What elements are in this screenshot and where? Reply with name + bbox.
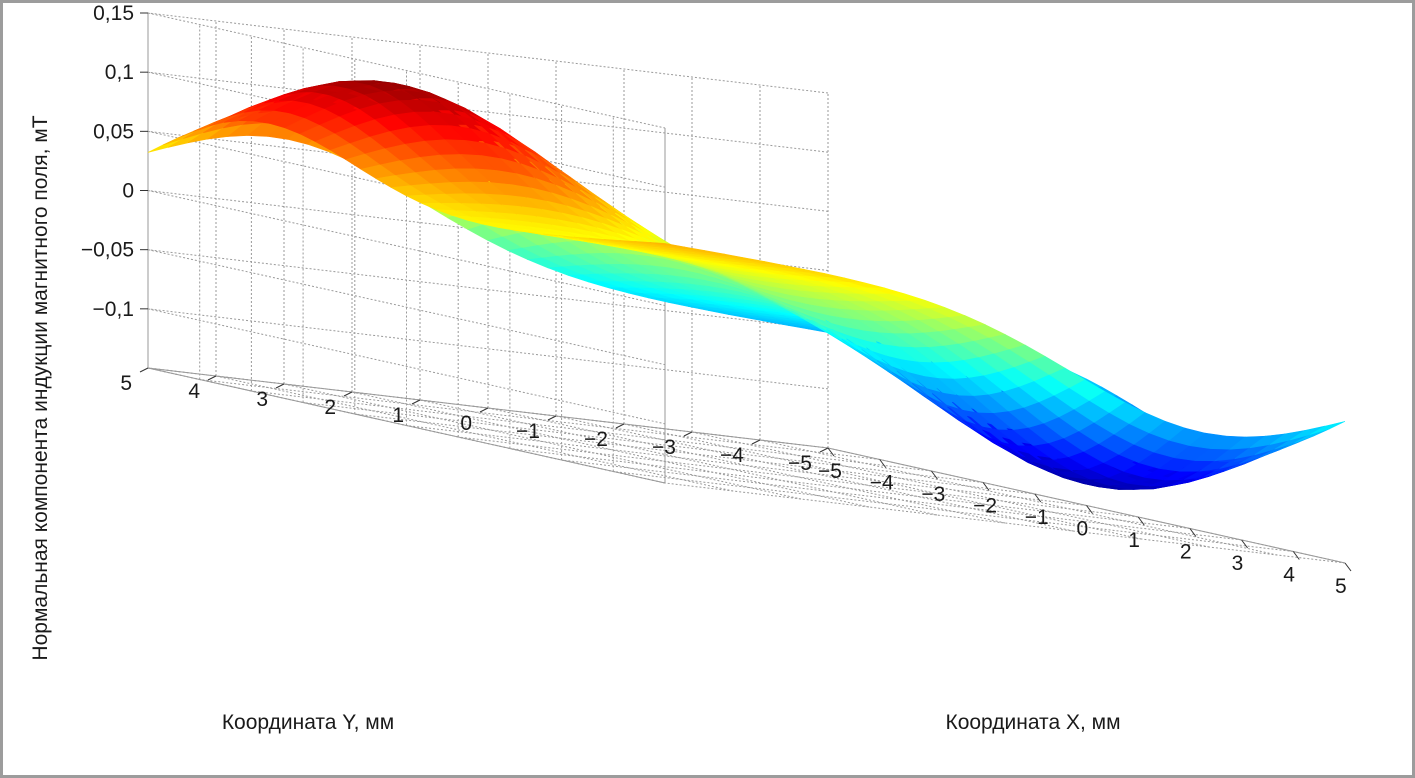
- y-tick-label: −5: [788, 452, 812, 475]
- x-tick-mark: [1292, 551, 1300, 560]
- z-axis-label: Нормальная компонента индукции магнитног…: [29, 115, 52, 660]
- surface-patch: [147, 138, 184, 153]
- x-tick-mark: [931, 470, 938, 480]
- y-tick-label: 3: [256, 388, 268, 411]
- y-axis-label: Координата Y, мм: [222, 711, 394, 734]
- x-tick-mark: [1344, 562, 1352, 572]
- x-tick-mark: [1034, 493, 1042, 503]
- y-tick-mark: [683, 431, 693, 437]
- y-tick-label: 0: [460, 412, 472, 435]
- y-tick-mark: [819, 447, 829, 453]
- side-wall-grid-z: [147, 12, 829, 94]
- x-tick-label: −1: [1025, 506, 1049, 529]
- floor-grid-y: [555, 415, 1074, 532]
- back-wall-grid-z: [147, 12, 666, 129]
- y-tick-mark: [411, 399, 421, 405]
- y-tick-mark: [275, 383, 285, 389]
- x-tick-label: 4: [1283, 564, 1295, 587]
- y-tick-label: −1: [516, 420, 540, 443]
- y-tick-mark: [479, 407, 489, 413]
- z-tick-label: 0: [122, 180, 134, 203]
- floor-grid-y: [419, 399, 938, 516]
- y-tick-mark: [139, 367, 149, 373]
- floor-edge-back: [147, 367, 666, 484]
- back-wall-grid-z: [147, 308, 666, 425]
- x-tick-mark: [982, 482, 990, 491]
- z-tick-label: 0,05: [93, 120, 134, 143]
- surface: [147, 80, 1346, 490]
- floor-grid-x: [354, 413, 1035, 495]
- y-tick-label: −4: [720, 444, 744, 467]
- y-tick-label: −3: [652, 436, 676, 459]
- y-tick-label: 5: [120, 372, 132, 395]
- surface-plot: −0,1 −0,05 0 0,05 0,1 0,15 −5 −4 −3 −2 −1 0 1 2 3 4 5 −5 −…: [29, 3, 1352, 734]
- z-tick-label: 0,15: [93, 3, 134, 25]
- y-tick-label: 4: [188, 380, 200, 403]
- y-tick-label: 1: [392, 404, 404, 427]
- x-tick-label: −2: [973, 495, 997, 518]
- floor-grid-y: [623, 423, 1142, 540]
- z-tick-label: 0,1: [105, 61, 134, 84]
- x-tick-mark: [1189, 528, 1197, 537]
- x-tick-label: −3: [921, 483, 945, 506]
- x-tick-label: 5: [1335, 575, 1347, 598]
- floor-grid-y: [759, 439, 1278, 556]
- y-tick-label: −2: [584, 428, 608, 451]
- y-tick-label: 2: [324, 396, 336, 419]
- back-wall-grid-z: [147, 249, 666, 366]
- tick-labels: −0,1 −0,05 0 0,05 0,1 0,15 −5 −4 −3 −2 −1 0 1 2 3 4 5 −5 −…: [81, 3, 1352, 598]
- floor-grid-y: [351, 391, 870, 508]
- y-tick-mark: [547, 415, 557, 421]
- y-tick-mark: [751, 439, 761, 445]
- x-tick-mark: [827, 447, 835, 457]
- y-tick-mark: [207, 375, 217, 381]
- x-tick-label: −5: [818, 460, 842, 483]
- floor-grid-y: [283, 383, 802, 500]
- z-tick-label: −0,05: [81, 239, 134, 262]
- surface-patch: [1309, 421, 1346, 435]
- floor-grid-y: [215, 375, 734, 492]
- back-wall-grid-z: [147, 190, 666, 306]
- y-tick-mark: [343, 391, 353, 397]
- floor-grid-y: [691, 431, 1210, 548]
- x-tick-mark: [1241, 539, 1248, 549]
- x-tick-label: 0: [1077, 518, 1089, 541]
- floor-grid-y: [487, 407, 1006, 524]
- x-tick-mark: [879, 459, 887, 468]
- y-tick-mark: [615, 423, 625, 429]
- z-tick-label: −0,1: [93, 298, 134, 321]
- x-tick-mark: [1137, 516, 1145, 526]
- side-wall-grid-z: [147, 308, 829, 390]
- x-tick-mark: [1086, 505, 1093, 514]
- x-axis-label: Координата X, мм: [945, 711, 1120, 734]
- x-tick-label: 2: [1180, 541, 1192, 564]
- x-tick-label: −4: [870, 472, 894, 495]
- x-tick-label: 1: [1128, 529, 1140, 552]
- x-tick-label: 3: [1232, 552, 1244, 575]
